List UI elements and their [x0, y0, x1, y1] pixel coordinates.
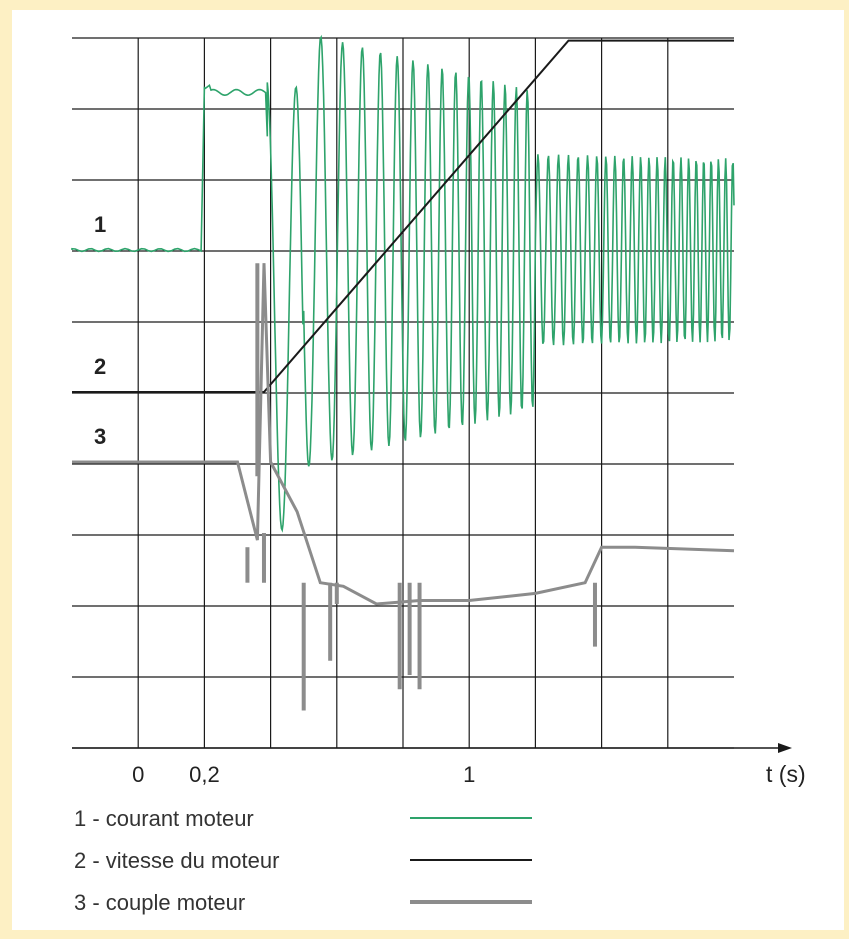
series-courant-line [71, 34, 735, 533]
x-axis-arrow [778, 743, 792, 753]
series-marker-label: 1 [94, 212, 106, 237]
legend-label: 3 - couple moteur [74, 890, 245, 915]
x-tick-label: 0 [132, 762, 144, 787]
series-markers: 1 2 3 [94, 212, 106, 449]
chart: 0 0,2 1 t (s) 1 2 3 1 - courant moteur 2 - vit… [71, 34, 806, 915]
legend-label: 2 - vitesse du moteur [74, 848, 279, 873]
legend: 1 - courant moteur 2 - vitesse du moteur 3… [74, 806, 532, 915]
x-tick-label: 0,2 [189, 762, 220, 787]
x-axis-label: t (s) [766, 761, 806, 787]
series-vitesse-line [72, 39, 734, 393]
series-couple-line [72, 263, 735, 606]
series-marker-label: 2 [94, 354, 106, 379]
legend-label: 1 - courant moteur [74, 806, 254, 831]
x-tick-label: 1 [463, 762, 475, 787]
series-marker-label: 3 [94, 424, 106, 449]
x-axis: 0 0,2 1 t (s) [72, 743, 806, 787]
chart-frame: 0 0,2 1 t (s) 1 2 3 1 - courant moteur 2 - vit… [12, 10, 844, 930]
curves [71, 34, 735, 711]
